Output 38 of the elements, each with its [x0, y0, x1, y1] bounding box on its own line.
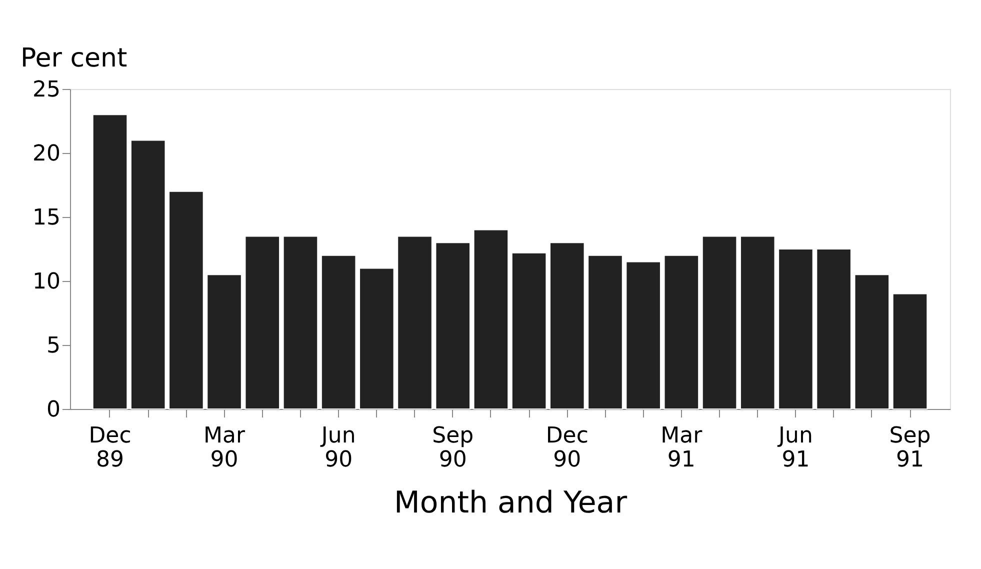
- bar: [778, 248, 814, 410]
- bar: [206, 274, 242, 410]
- x-tick-label: Mar 90: [204, 424, 246, 472]
- x-tick-label: Dec 89: [88, 424, 132, 472]
- bar: [550, 242, 585, 410]
- y-axis-title: Per cent: [20, 44, 128, 74]
- bar: [473, 229, 509, 410]
- bar: [702, 236, 738, 410]
- x-tick-label: Sep 90: [432, 424, 474, 472]
- x-tick-label: Dec 90: [546, 424, 588, 472]
- bar: [626, 261, 661, 410]
- bar: [892, 293, 928, 410]
- bar: [320, 254, 356, 410]
- bar: [816, 248, 852, 410]
- x-tick-label: Jun 91: [776, 424, 813, 472]
- y-tick-label: 20: [32, 142, 60, 166]
- bar: [664, 254, 700, 410]
- x-tick-label: Mar 91: [660, 424, 704, 472]
- x-tick-label: Jun 90: [319, 424, 356, 472]
- bar: [740, 236, 776, 410]
- x-axis-title: Month and Year: [394, 486, 628, 520]
- y-tick-label: 15: [32, 206, 60, 230]
- x-tick-label: Sep 91: [889, 424, 931, 472]
- y-tick-label: 10: [32, 270, 60, 294]
- bar: [397, 236, 432, 410]
- bar: [168, 190, 204, 410]
- bar: [359, 268, 394, 410]
- bar: [588, 254, 623, 410]
- bar: [92, 114, 128, 410]
- bar: [282, 236, 318, 410]
- bar: [511, 252, 547, 410]
- bar: [244, 236, 280, 410]
- y-tick-label: 25: [32, 78, 60, 102]
- y-tick-label: 5: [46, 334, 60, 358]
- y-tick-label: 0: [46, 398, 60, 422]
- bar: [854, 274, 890, 410]
- bar: [130, 140, 166, 410]
- bar: [435, 242, 470, 410]
